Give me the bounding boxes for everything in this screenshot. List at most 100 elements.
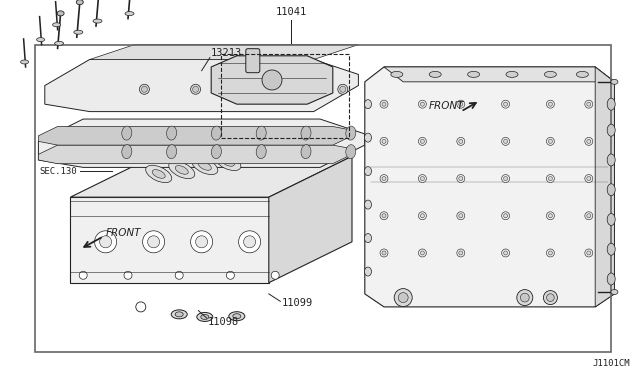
Ellipse shape <box>166 126 177 140</box>
Circle shape <box>543 291 557 305</box>
Ellipse shape <box>611 79 618 84</box>
Circle shape <box>295 86 301 92</box>
Ellipse shape <box>239 231 260 253</box>
Ellipse shape <box>125 12 134 16</box>
Circle shape <box>141 86 147 92</box>
Ellipse shape <box>468 71 479 77</box>
Ellipse shape <box>346 126 356 140</box>
Circle shape <box>398 293 408 302</box>
Text: 11098: 11098 <box>208 317 239 327</box>
Ellipse shape <box>36 38 45 42</box>
Ellipse shape <box>420 140 424 143</box>
Ellipse shape <box>607 98 615 110</box>
Ellipse shape <box>420 214 424 218</box>
Polygon shape <box>45 60 358 112</box>
Ellipse shape <box>502 100 509 108</box>
Ellipse shape <box>197 312 212 321</box>
Ellipse shape <box>420 102 424 106</box>
Ellipse shape <box>172 310 188 319</box>
Ellipse shape <box>502 249 509 257</box>
Ellipse shape <box>419 100 426 108</box>
Circle shape <box>262 70 282 90</box>
Polygon shape <box>38 145 352 164</box>
Ellipse shape <box>457 212 465 220</box>
Ellipse shape <box>607 214 615 225</box>
Ellipse shape <box>547 249 554 257</box>
Ellipse shape <box>504 140 508 143</box>
Circle shape <box>520 293 529 302</box>
Ellipse shape <box>74 30 83 34</box>
Ellipse shape <box>148 236 159 248</box>
Ellipse shape <box>191 231 212 253</box>
Ellipse shape <box>502 137 509 145</box>
Text: FRONT: FRONT <box>106 228 141 237</box>
Ellipse shape <box>233 314 241 319</box>
Circle shape <box>175 271 183 279</box>
Ellipse shape <box>196 236 207 248</box>
Polygon shape <box>70 156 352 197</box>
Polygon shape <box>365 67 614 307</box>
Circle shape <box>140 84 149 94</box>
Ellipse shape <box>585 249 593 257</box>
Ellipse shape <box>607 243 615 255</box>
Ellipse shape <box>175 312 183 317</box>
Ellipse shape <box>95 231 116 253</box>
Ellipse shape <box>229 312 245 321</box>
Ellipse shape <box>607 184 615 196</box>
Ellipse shape <box>585 174 593 183</box>
Ellipse shape <box>211 145 221 159</box>
Ellipse shape <box>459 177 463 180</box>
Text: FRONT: FRONT <box>429 101 464 111</box>
Ellipse shape <box>382 177 386 180</box>
Ellipse shape <box>57 11 64 16</box>
Polygon shape <box>595 67 614 307</box>
Polygon shape <box>211 56 333 104</box>
Text: J1101CM: J1101CM <box>593 359 630 368</box>
Bar <box>35 45 611 352</box>
Ellipse shape <box>365 133 371 142</box>
FancyBboxPatch shape <box>246 49 260 73</box>
Ellipse shape <box>607 124 615 136</box>
Ellipse shape <box>502 174 509 183</box>
Polygon shape <box>269 156 352 283</box>
Ellipse shape <box>548 251 552 255</box>
Ellipse shape <box>391 71 403 77</box>
Ellipse shape <box>122 126 132 140</box>
Polygon shape <box>70 197 269 283</box>
Ellipse shape <box>256 145 266 159</box>
Ellipse shape <box>547 137 554 145</box>
Ellipse shape <box>587 102 591 106</box>
Ellipse shape <box>419 212 426 220</box>
Ellipse shape <box>380 100 388 108</box>
Ellipse shape <box>457 137 465 145</box>
Circle shape <box>136 302 146 312</box>
Ellipse shape <box>459 140 463 143</box>
Ellipse shape <box>504 214 508 218</box>
Text: 11099: 11099 <box>282 298 313 308</box>
Ellipse shape <box>506 71 518 77</box>
Ellipse shape <box>419 249 426 257</box>
Ellipse shape <box>587 251 591 255</box>
Ellipse shape <box>382 140 386 143</box>
Ellipse shape <box>545 71 556 77</box>
Ellipse shape <box>256 126 266 140</box>
Ellipse shape <box>201 314 209 320</box>
Polygon shape <box>38 119 365 167</box>
Ellipse shape <box>143 231 164 253</box>
Circle shape <box>124 271 132 279</box>
Ellipse shape <box>20 60 29 64</box>
Ellipse shape <box>587 140 591 143</box>
Ellipse shape <box>607 273 615 285</box>
Ellipse shape <box>54 41 63 45</box>
Ellipse shape <box>93 19 102 23</box>
Ellipse shape <box>365 234 371 243</box>
Circle shape <box>394 289 412 307</box>
Ellipse shape <box>419 137 426 145</box>
Ellipse shape <box>146 165 172 183</box>
Polygon shape <box>384 67 614 82</box>
Ellipse shape <box>548 102 552 106</box>
Bar <box>221 54 349 138</box>
Text: SEC.130: SEC.130 <box>40 167 77 176</box>
Circle shape <box>227 271 234 279</box>
Text: 11041: 11041 <box>276 7 307 17</box>
